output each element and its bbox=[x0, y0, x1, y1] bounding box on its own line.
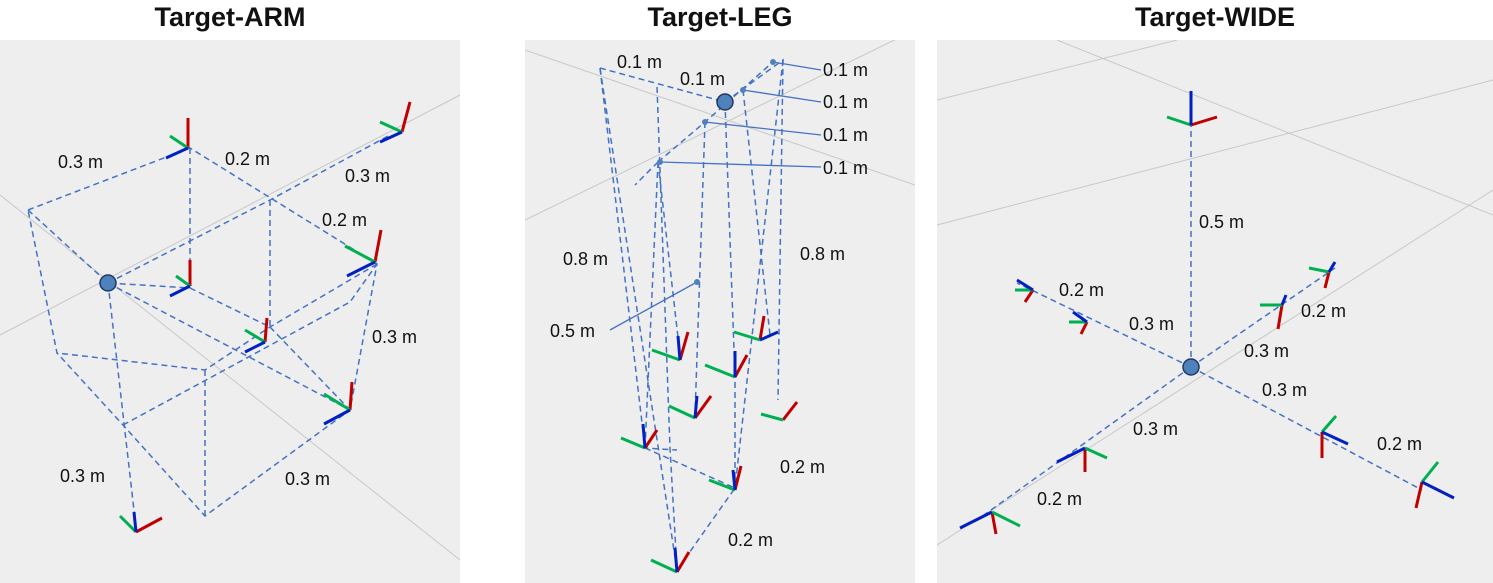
frame-icon bbox=[1260, 294, 1288, 330]
frame-icon bbox=[244, 317, 269, 354]
distance-label: 0.5 m bbox=[550, 321, 595, 341]
title-target-wide: Target-WIDE bbox=[1135, 2, 1295, 32]
distance-label: 0.3 m bbox=[58, 152, 103, 172]
frame-icon bbox=[118, 511, 163, 534]
panel-target-arm: 0.3 m 0.2 m 0.3 m 0.2 m 0.3 m 0.3 m 0.3 … bbox=[0, 40, 460, 583]
ground-grid bbox=[937, 40, 1493, 546]
frame-icon bbox=[1056, 446, 1108, 472]
distance-label: 0.3 m bbox=[60, 466, 105, 486]
frame-icon bbox=[379, 101, 412, 144]
distance-label: 0.3 m bbox=[1244, 341, 1289, 361]
distance-label: 0.2 m bbox=[1037, 489, 1082, 509]
coordinate-frames bbox=[118, 101, 412, 534]
distance-label: 0.1 m bbox=[823, 60, 868, 80]
distance-label: 0.1 m bbox=[823, 158, 868, 178]
distance-label: 0.3 m bbox=[372, 327, 417, 347]
frame-icon bbox=[620, 423, 659, 450]
distance-label: 0.2 m bbox=[780, 457, 825, 477]
frame-icon bbox=[1069, 310, 1089, 335]
dashed-wireframe bbox=[27, 134, 391, 529]
distance-label: 0.1 m bbox=[823, 125, 868, 145]
frame-icon bbox=[1414, 461, 1455, 509]
distance-label: 0.2 m bbox=[728, 530, 773, 550]
frame-icon bbox=[344, 229, 383, 278]
frame-icon bbox=[668, 395, 713, 420]
distance-label: 0.3 m bbox=[285, 469, 330, 489]
panel-target-leg: 0.1 m 0.1 m 0.1 m 0.1 m 0.1 m 0.1 m 0.8 … bbox=[525, 40, 915, 583]
target-marker bbox=[716, 93, 734, 111]
distance-label: 0.3 m bbox=[1133, 419, 1178, 439]
leader-dots bbox=[657, 59, 776, 285]
distance-label: 0.3 m bbox=[1262, 380, 1307, 400]
frame-icon bbox=[650, 547, 691, 574]
distance-label: 0.2 m bbox=[1301, 301, 1346, 321]
frame-icon bbox=[1166, 91, 1218, 127]
distance-label: 0.2 m bbox=[1059, 280, 1104, 300]
distance-label: 0.2 m bbox=[322, 210, 367, 230]
diagram-target-wide: 0.5 m 0.2 m 0.3 m 0.2 m 0.3 m 0.3 m 0.3 … bbox=[937, 40, 1493, 546]
frame-icon bbox=[708, 465, 743, 492]
distance-label: 0.2 m bbox=[1377, 434, 1422, 454]
frame-icon bbox=[169, 260, 192, 298]
target-marker bbox=[99, 274, 117, 292]
distance-label: 0.3 m bbox=[345, 166, 390, 186]
distance-label: 0.1 m bbox=[823, 92, 868, 112]
dashed-wireframe bbox=[976, 125, 1423, 521]
distance-label: 0.8 m bbox=[800, 244, 845, 264]
distance-label: 0.8 m bbox=[563, 249, 608, 269]
distance-label: 0.3 m bbox=[1129, 314, 1174, 334]
target-marker bbox=[1182, 358, 1200, 376]
leader-lines bbox=[609, 61, 822, 331]
frame-icon bbox=[959, 510, 1021, 535]
frame-icon bbox=[651, 331, 690, 362]
wide-labels: 0.5 m 0.2 m 0.3 m 0.2 m 0.3 m 0.3 m 0.3 … bbox=[1037, 212, 1422, 509]
diagram-target-leg: 0.1 m 0.1 m 0.1 m 0.1 m 0.1 m 0.1 m 0.8 … bbox=[525, 40, 915, 574]
leg-labels: 0.1 m 0.1 m 0.1 m 0.1 m 0.1 m 0.1 m 0.8 … bbox=[550, 52, 868, 550]
frame-icon bbox=[323, 381, 354, 426]
distance-label: 0.2 m bbox=[225, 149, 270, 169]
title-target-arm: Target-ARM bbox=[154, 2, 306, 32]
distance-label: 0.1 m bbox=[617, 52, 662, 72]
frame-icon bbox=[1320, 415, 1349, 458]
frame-icon bbox=[1015, 278, 1035, 303]
frame-icon bbox=[760, 401, 799, 422]
frame-icon bbox=[165, 118, 190, 160]
distance-label: 0.5 m bbox=[1199, 212, 1244, 232]
title-target-leg: Target-LEG bbox=[647, 2, 793, 32]
diagram-target-arm: 0.3 m 0.2 m 0.3 m 0.2 m 0.3 m 0.3 m 0.3 … bbox=[0, 94, 460, 561]
panel-target-wide: 0.5 m 0.2 m 0.3 m 0.2 m 0.3 m 0.3 m 0.3 … bbox=[937, 40, 1493, 583]
ground-grid bbox=[0, 94, 460, 561]
distance-label: 0.1 m bbox=[680, 69, 725, 89]
coordinate-frames bbox=[620, 315, 799, 574]
dashed-wireframe bbox=[599, 58, 784, 572]
frame-icon bbox=[733, 315, 779, 342]
frame-icon bbox=[1308, 261, 1337, 289]
arm-labels: 0.3 m 0.2 m 0.3 m 0.2 m 0.3 m 0.3 m 0.3 … bbox=[58, 149, 417, 489]
frame-icon bbox=[704, 351, 749, 379]
ground-grid bbox=[525, 40, 915, 221]
coordinate-frames bbox=[959, 91, 1455, 535]
